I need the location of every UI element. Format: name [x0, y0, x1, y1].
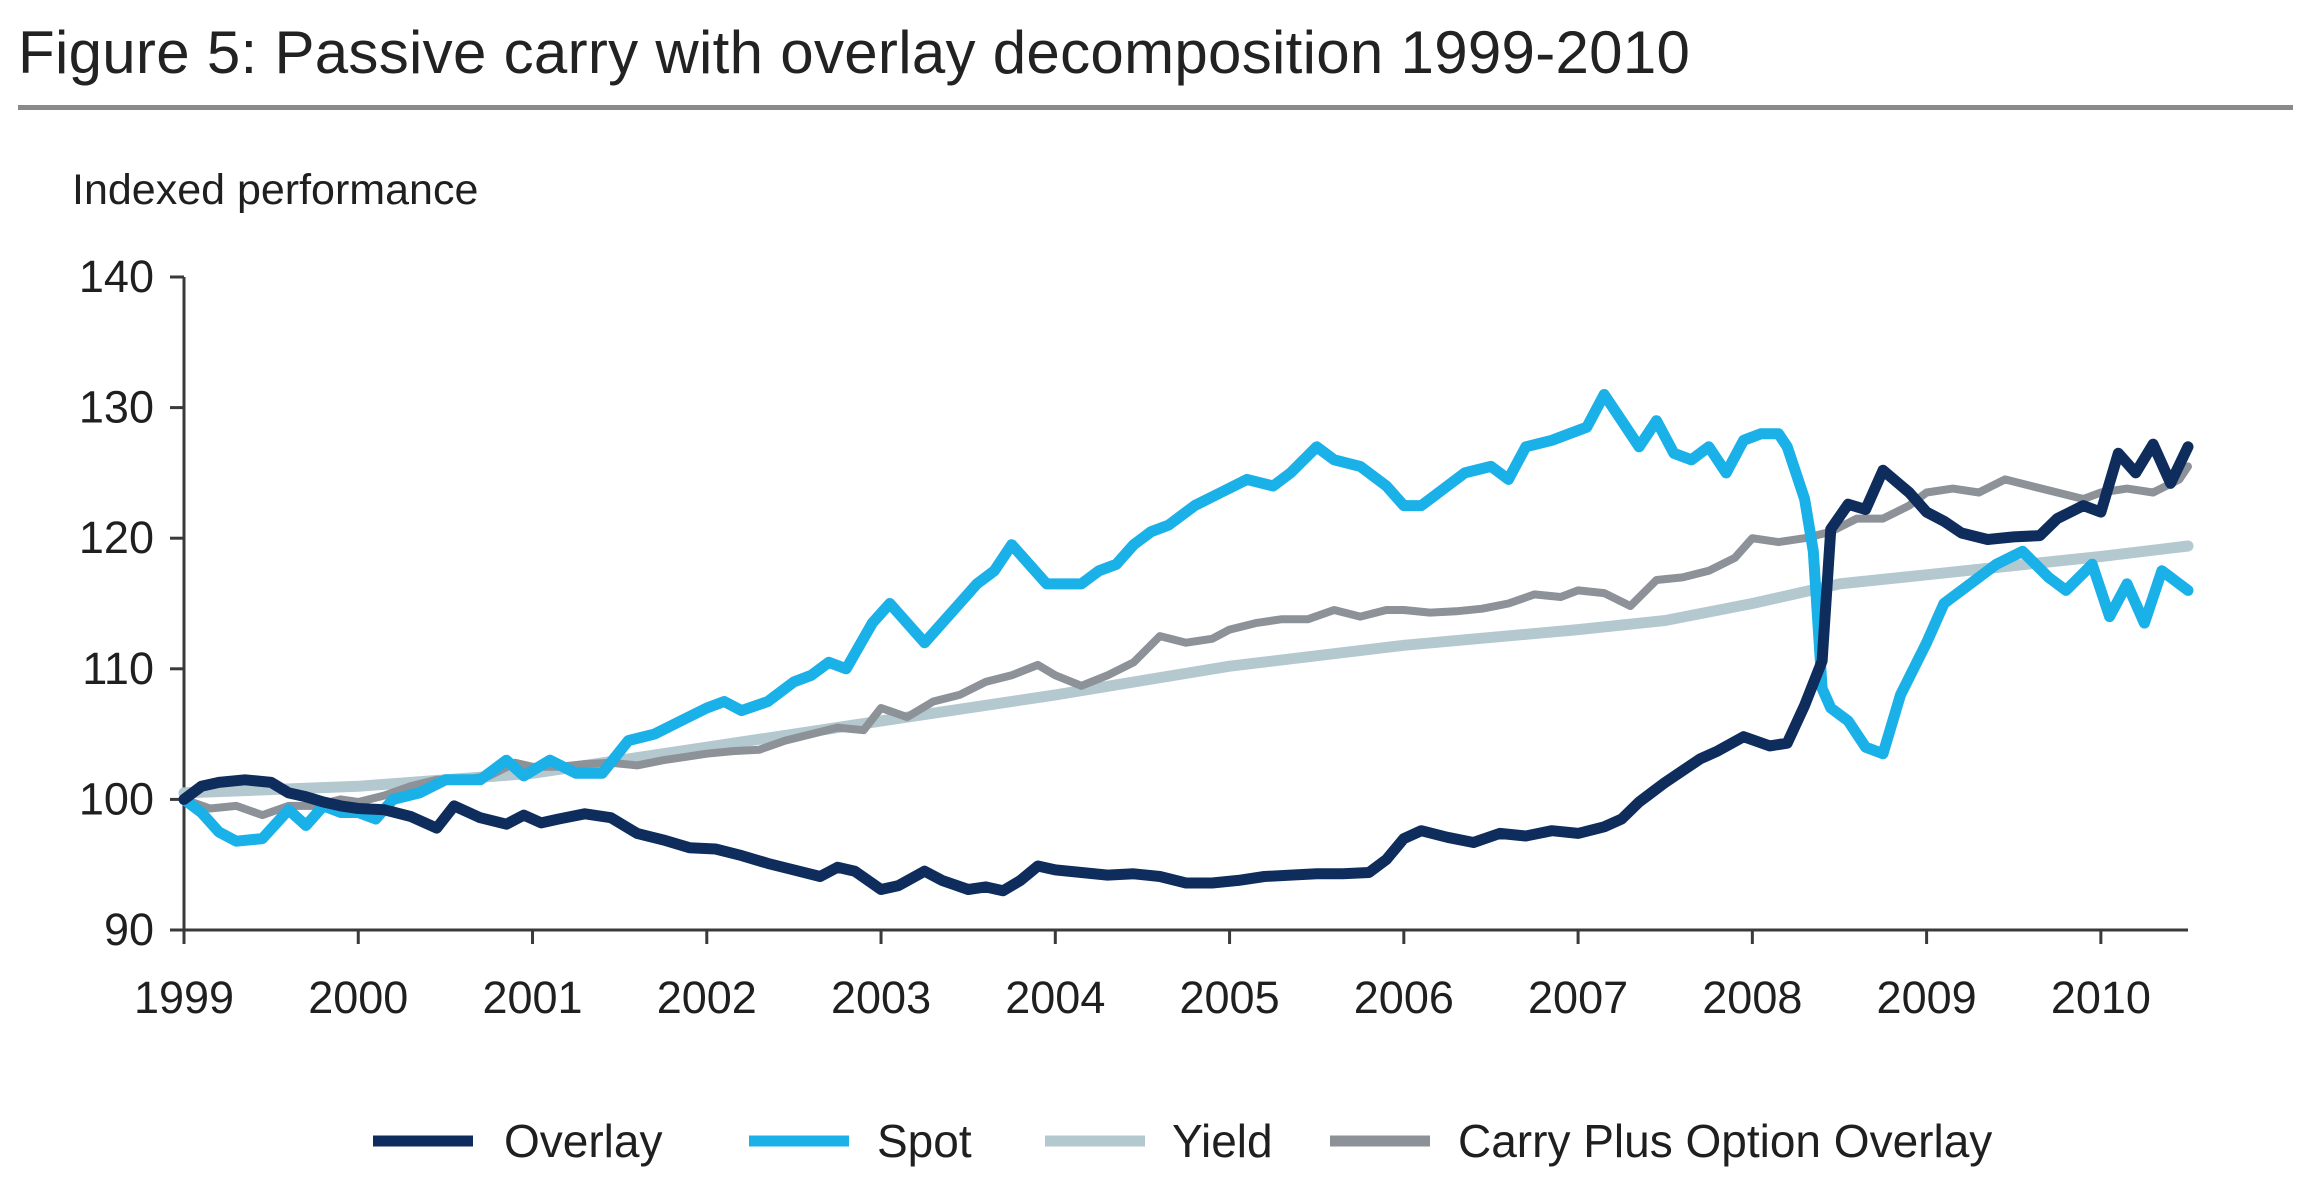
legend-label: Carry Plus Option Overlay: [1458, 1115, 1992, 1167]
y-tick-label: 100: [79, 773, 154, 824]
x-tick-label: 2009: [1877, 972, 1977, 1023]
x-tick-label: 2001: [482, 972, 582, 1023]
axes: 90 100 110 120 130 140 1999 2000 2001 2002 2003 200…: [79, 251, 2188, 1023]
title-divider: [18, 105, 2293, 110]
x-tick-label: 2008: [1702, 972, 1802, 1023]
figure-title: Figure 5: Passive carry with overlay dec…: [18, 19, 1691, 86]
y-tick-label: 110: [82, 643, 154, 694]
legend-item-spot: Spot: [749, 1115, 972, 1167]
x-tick-label: 1999: [134, 972, 234, 1023]
x-tick-label: 2010: [2051, 972, 2151, 1023]
y-tick-label: 120: [79, 512, 154, 563]
x-tick-label: 2000: [308, 972, 408, 1023]
legend-item-yield: Yield: [1045, 1115, 1273, 1167]
y-tick-label: 90: [104, 904, 154, 955]
legend-label: Spot: [877, 1115, 972, 1167]
series-line-overlay: [178, 438, 2194, 897]
series-line-spot: [178, 389, 2194, 847]
x-tick-label: 2003: [831, 972, 931, 1023]
x-tick-label: 2007: [1528, 972, 1628, 1023]
x-tick-label: 2006: [1354, 972, 1454, 1023]
legend: Overlay Spot Yield Carry Plus Option Overla…: [373, 1115, 1992, 1167]
y-tick-label: 130: [79, 382, 154, 433]
x-tick-label: 2004: [1005, 972, 1105, 1023]
series-line-carry-plus-option-overlay: [180, 462, 2192, 820]
legend-item-overlay: Overlay: [373, 1115, 662, 1167]
series-lines: [178, 389, 2194, 897]
y-axis-title: Indexed performance: [72, 166, 478, 214]
y-tick-label: 140: [79, 251, 154, 302]
x-tick-label: 2002: [657, 972, 757, 1023]
legend-label: Yield: [1172, 1115, 1273, 1167]
legend-item-carry-plus-option-overlay: Carry Plus Option Overlay: [1330, 1115, 1992, 1167]
x-tick-label: 2005: [1180, 972, 1280, 1023]
legend-label: Overlay: [504, 1115, 662, 1167]
